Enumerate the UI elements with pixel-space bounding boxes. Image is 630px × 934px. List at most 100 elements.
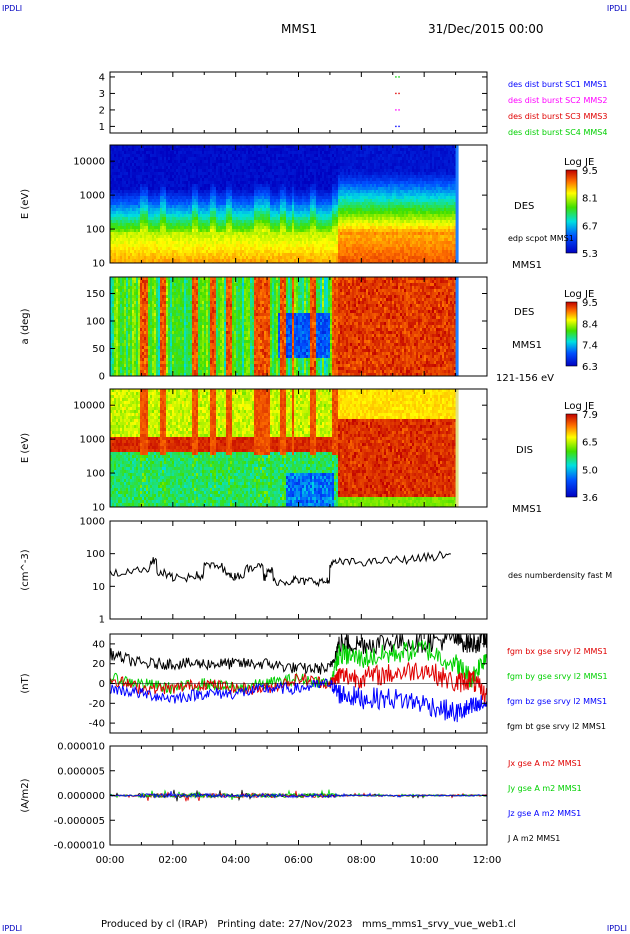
heatmap-cell: [272, 226, 274, 229]
heatmap-cell: [198, 193, 200, 196]
heatmap-cell: [116, 199, 118, 202]
heatmap-cell: [356, 151, 358, 154]
heatmap-cell: [170, 256, 172, 259]
heatmap-cell: [264, 184, 266, 187]
heatmap-cell: [232, 190, 234, 193]
heatmap-cell: [112, 175, 114, 178]
heatmap-cell: [352, 154, 354, 157]
heatmap-cell: [284, 151, 286, 154]
heatmap-cell: [204, 220, 206, 223]
heatmap-cell: [190, 178, 192, 181]
heatmap-cell: [146, 205, 148, 208]
heatmap-cell: [322, 175, 324, 178]
heatmap-cell: [252, 163, 254, 166]
heatmap-cell: [236, 244, 238, 247]
heatmap-cell: [314, 151, 316, 154]
heatmap-cell: [244, 253, 246, 256]
heatmap-cell: [234, 250, 236, 253]
heatmap-cell: [236, 208, 238, 211]
heatmap-cell: [338, 190, 340, 193]
heatmap-cell: [194, 250, 196, 253]
heatmap-cell: [304, 151, 306, 154]
heatmap-cell: [280, 244, 282, 247]
heatmap-cell: [148, 220, 150, 223]
heatmap-cell: [162, 232, 164, 235]
heatmap-cell: [204, 229, 206, 232]
heatmap-cell: [180, 256, 182, 259]
heatmap-cell: [312, 151, 314, 154]
heatmap-cell: [198, 232, 200, 235]
heatmap-cell: [174, 223, 176, 226]
heatmap-cell: [358, 223, 360, 226]
heatmap-cell: [192, 217, 194, 220]
heatmap-cell: [208, 229, 210, 232]
heatmap-cell: [170, 214, 172, 217]
heatmap-cell: [194, 181, 196, 184]
heatmap-cell: [292, 220, 294, 223]
heatmap-cell: [304, 148, 306, 151]
heatmap-cell: [286, 205, 288, 208]
heatmap-cell: [202, 190, 204, 193]
heatmap-cell: [192, 229, 194, 232]
heatmap-cell: [178, 151, 180, 154]
heatmap-cell: [304, 220, 306, 223]
heatmap-cell: [224, 178, 226, 181]
heatmap-cell: [322, 226, 324, 229]
heatmap-cell: [212, 226, 214, 229]
heatmap-cell: [132, 247, 134, 250]
heatmap-cell: [312, 211, 314, 214]
heatmap-cell: [350, 217, 352, 220]
heatmap-cell: [244, 190, 246, 193]
heatmap-cell: [262, 154, 264, 157]
heatmap-cell: [280, 178, 282, 181]
heatmap-cell: [344, 148, 346, 151]
heatmap-cell: [238, 160, 240, 163]
heatmap-cell: [142, 160, 144, 163]
heatmap-cell: [208, 157, 210, 160]
heatmap-cell: [348, 205, 350, 208]
heatmap-cell: [154, 175, 156, 178]
heatmap-cell: [270, 169, 272, 172]
heatmap-cell: [344, 160, 346, 163]
heatmap-cell: [216, 235, 218, 238]
heatmap-cell: [224, 151, 226, 154]
heatmap-cell: [220, 154, 222, 157]
heatmap-cell: [352, 187, 354, 190]
heatmap-cell: [318, 205, 320, 208]
heatmap-cell: [254, 253, 256, 256]
heatmap-cell: [352, 208, 354, 211]
heatmap-cell: [272, 220, 274, 223]
heatmap-cell: [262, 169, 264, 172]
heatmap-cell: [346, 235, 348, 238]
heatmap-cell: [126, 178, 128, 181]
heatmap-cell: [126, 193, 128, 196]
heatmap-cell: [212, 256, 214, 259]
heatmap-cell: [120, 196, 122, 199]
heatmap-cell: [190, 229, 192, 232]
heatmap-cell: [246, 154, 248, 157]
heatmap-cell: [136, 259, 138, 262]
heatmap-cell: [198, 154, 200, 157]
heatmap-cell: [146, 172, 148, 175]
heatmap-cell: [194, 157, 196, 160]
heatmap-cell: [186, 232, 188, 235]
heatmap-cell: [306, 256, 308, 259]
heatmap-cell: [148, 211, 150, 214]
heatmap-cell: [270, 154, 272, 157]
heatmap-cell: [346, 223, 348, 226]
heatmap-cell: [160, 220, 162, 223]
heatmap-cell: [146, 166, 148, 169]
heatmap-cell: [322, 223, 324, 226]
heatmap-cell: [342, 256, 344, 259]
heatmap-cell: [240, 223, 242, 226]
heatmap-cell: [274, 148, 276, 151]
heatmap-cell: [210, 184, 212, 187]
heatmap-cell: [210, 169, 212, 172]
heatmap-cell: [356, 190, 358, 193]
heatmap-cell: [190, 169, 192, 172]
heatmap-cell: [266, 190, 268, 193]
heatmap-cell: [190, 220, 192, 223]
heatmap-cell: [164, 217, 166, 220]
heatmap-cell: [184, 148, 186, 151]
heatmap-cell: [136, 238, 138, 241]
